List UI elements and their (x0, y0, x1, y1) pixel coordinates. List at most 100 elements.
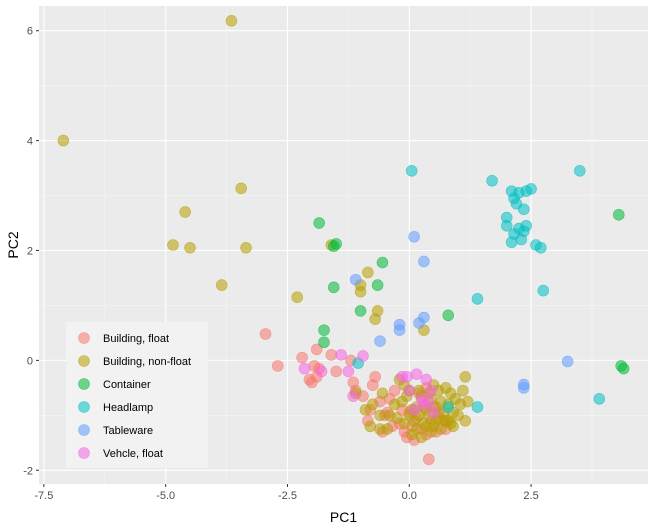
data-point (617, 362, 630, 375)
data-point (401, 371, 413, 383)
data-point (327, 240, 340, 252)
data-point (388, 384, 401, 397)
x-tick-label: -7.5 (34, 490, 53, 502)
data-point (325, 349, 338, 361)
data-point (369, 313, 381, 325)
legend-label: Building, float (103, 333, 169, 345)
data-point (425, 384, 437, 397)
data-point (515, 233, 528, 246)
x-tick-label: 0.0 (402, 490, 417, 502)
data-point (457, 384, 469, 397)
data-point (393, 324, 406, 336)
data-point (459, 415, 472, 427)
data-point (315, 365, 328, 378)
data-point (271, 360, 284, 372)
data-point (517, 203, 530, 216)
data-point (342, 365, 355, 378)
data-point (318, 324, 330, 336)
y-tick-label: 6 (27, 26, 33, 38)
data-point (408, 404, 420, 416)
data-point (167, 239, 179, 251)
data-point (520, 219, 533, 232)
data-point (405, 165, 418, 177)
data-point (420, 373, 433, 386)
data-point (362, 266, 374, 279)
x-tick-label: -2.5 (278, 490, 297, 502)
series-group (298, 349, 440, 419)
y-axis-ticks: -2 0 2 4 6 (23, 26, 39, 477)
legend-key (78, 424, 90, 436)
data-point (422, 453, 435, 466)
data-point (313, 217, 325, 229)
legend-label: Headlamp (103, 402, 153, 414)
data-point (420, 420, 433, 433)
data-point (505, 236, 518, 249)
data-point (535, 241, 547, 254)
y-axis-title: PC2 (5, 231, 21, 258)
data-point (593, 393, 606, 405)
data-point (537, 284, 550, 297)
data-point (354, 285, 367, 298)
data-point (349, 273, 362, 286)
data-point (364, 420, 377, 433)
data-point (517, 382, 530, 394)
data-point (225, 15, 238, 27)
data-point (612, 208, 625, 221)
legend-background (66, 322, 208, 468)
data-point (500, 219, 513, 232)
data-point (376, 256, 389, 269)
data-point (427, 406, 440, 419)
data-point (57, 134, 70, 147)
data-point (369, 371, 381, 383)
legend-label: Container (103, 379, 151, 391)
data-point (357, 350, 369, 362)
data-point (471, 293, 484, 305)
data-point (374, 423, 386, 435)
data-point (442, 415, 455, 427)
legend: Building, float Building, non-float Contai… (66, 322, 208, 468)
data-point (405, 428, 418, 441)
y-tick-label: 4 (27, 136, 33, 148)
data-point (318, 336, 330, 349)
y-tick-label: -2 (23, 465, 33, 477)
data-point (486, 174, 498, 187)
data-point (418, 311, 430, 324)
data-point (408, 230, 420, 243)
data-point (327, 281, 340, 294)
data-point (418, 255, 430, 268)
x-tick-label: -5.0 (156, 490, 175, 502)
grid-minor (39, 6, 648, 484)
data-point (347, 390, 360, 402)
data-point (235, 182, 247, 195)
data-point (240, 241, 252, 254)
data-point (371, 279, 384, 291)
data-point (330, 365, 342, 378)
data-point (573, 165, 586, 177)
data-point (179, 206, 191, 218)
data-point (354, 305, 367, 317)
data-point (374, 335, 386, 347)
series-group (349, 230, 574, 394)
data-point (376, 387, 389, 400)
data-point (298, 362, 311, 375)
data-point (561, 355, 574, 368)
data-point (374, 409, 386, 422)
x-axis-ticks: -7.5 -5.0 -2.5 0.0 2.5 (34, 484, 539, 502)
legend-label: Vehcle, float (103, 448, 163, 460)
data-point (259, 328, 272, 340)
data-point (471, 401, 484, 413)
series-group (57, 15, 474, 444)
data-point (296, 351, 308, 364)
data-point (184, 241, 196, 254)
legend-key (78, 447, 90, 459)
data-point (442, 309, 455, 322)
legend-label: Building, non-float (103, 356, 191, 368)
data-point (403, 384, 416, 397)
data-point (310, 343, 323, 356)
data-point (422, 395, 435, 408)
data-point (525, 183, 537, 195)
data-point (459, 371, 472, 383)
data-point (291, 291, 304, 303)
data-point (442, 401, 455, 413)
series-group (352, 165, 606, 413)
